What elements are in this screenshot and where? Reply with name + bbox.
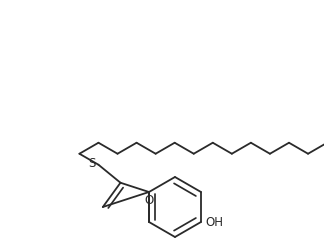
Text: O: O (145, 194, 154, 207)
Text: OH: OH (205, 216, 223, 228)
Text: S: S (88, 157, 96, 170)
